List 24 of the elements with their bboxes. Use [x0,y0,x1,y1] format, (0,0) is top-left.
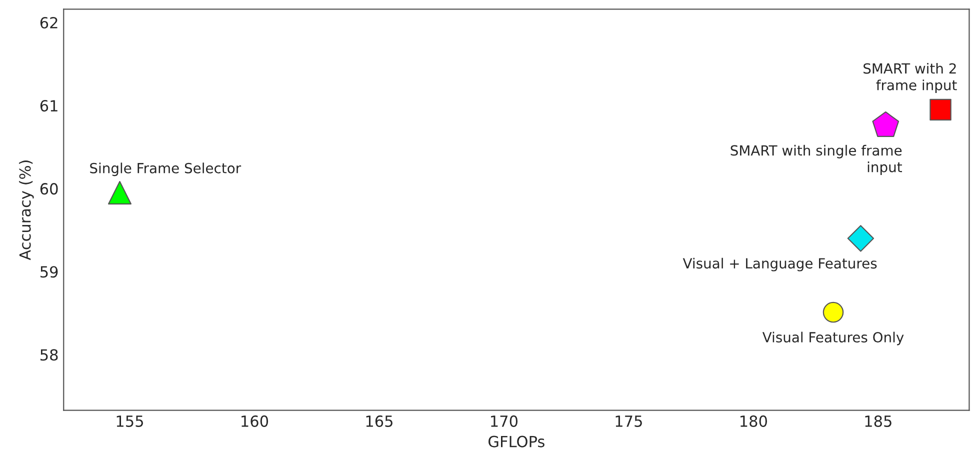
point [108,180,132,204]
x-tick-label: 165 [366,415,392,427]
x-axis-title: GFLOPs [488,436,544,448]
x-tick-label: 160 [242,415,268,427]
series-label: Visual Features Only [762,332,904,346]
x-tick-label: 185 [865,415,892,427]
point [872,111,900,137]
y-axis-title: Accuracy (%) [19,160,34,260]
point [930,98,952,121]
y-tick-label: 59 [40,266,58,278]
y-tick-label: 62 [40,16,58,29]
series-label: SMART with single frame input [730,144,902,175]
y-tick-label: 58 [40,349,58,361]
y-tick-label: 61 [40,100,58,112]
series-label: Visual + Language Features [682,258,877,272]
x-tick-label: 170 [491,415,518,427]
point [847,225,874,252]
series-label: SMART with 2 frame input [864,62,957,94]
point [822,302,844,323]
x-tick-label: 175 [616,416,642,427]
y-tick-label: 60 [40,183,58,195]
x-tick-label: 155 [116,416,143,427]
x-tick-label: 180 [740,415,767,427]
text: Single Frame Selector [90,162,242,176]
